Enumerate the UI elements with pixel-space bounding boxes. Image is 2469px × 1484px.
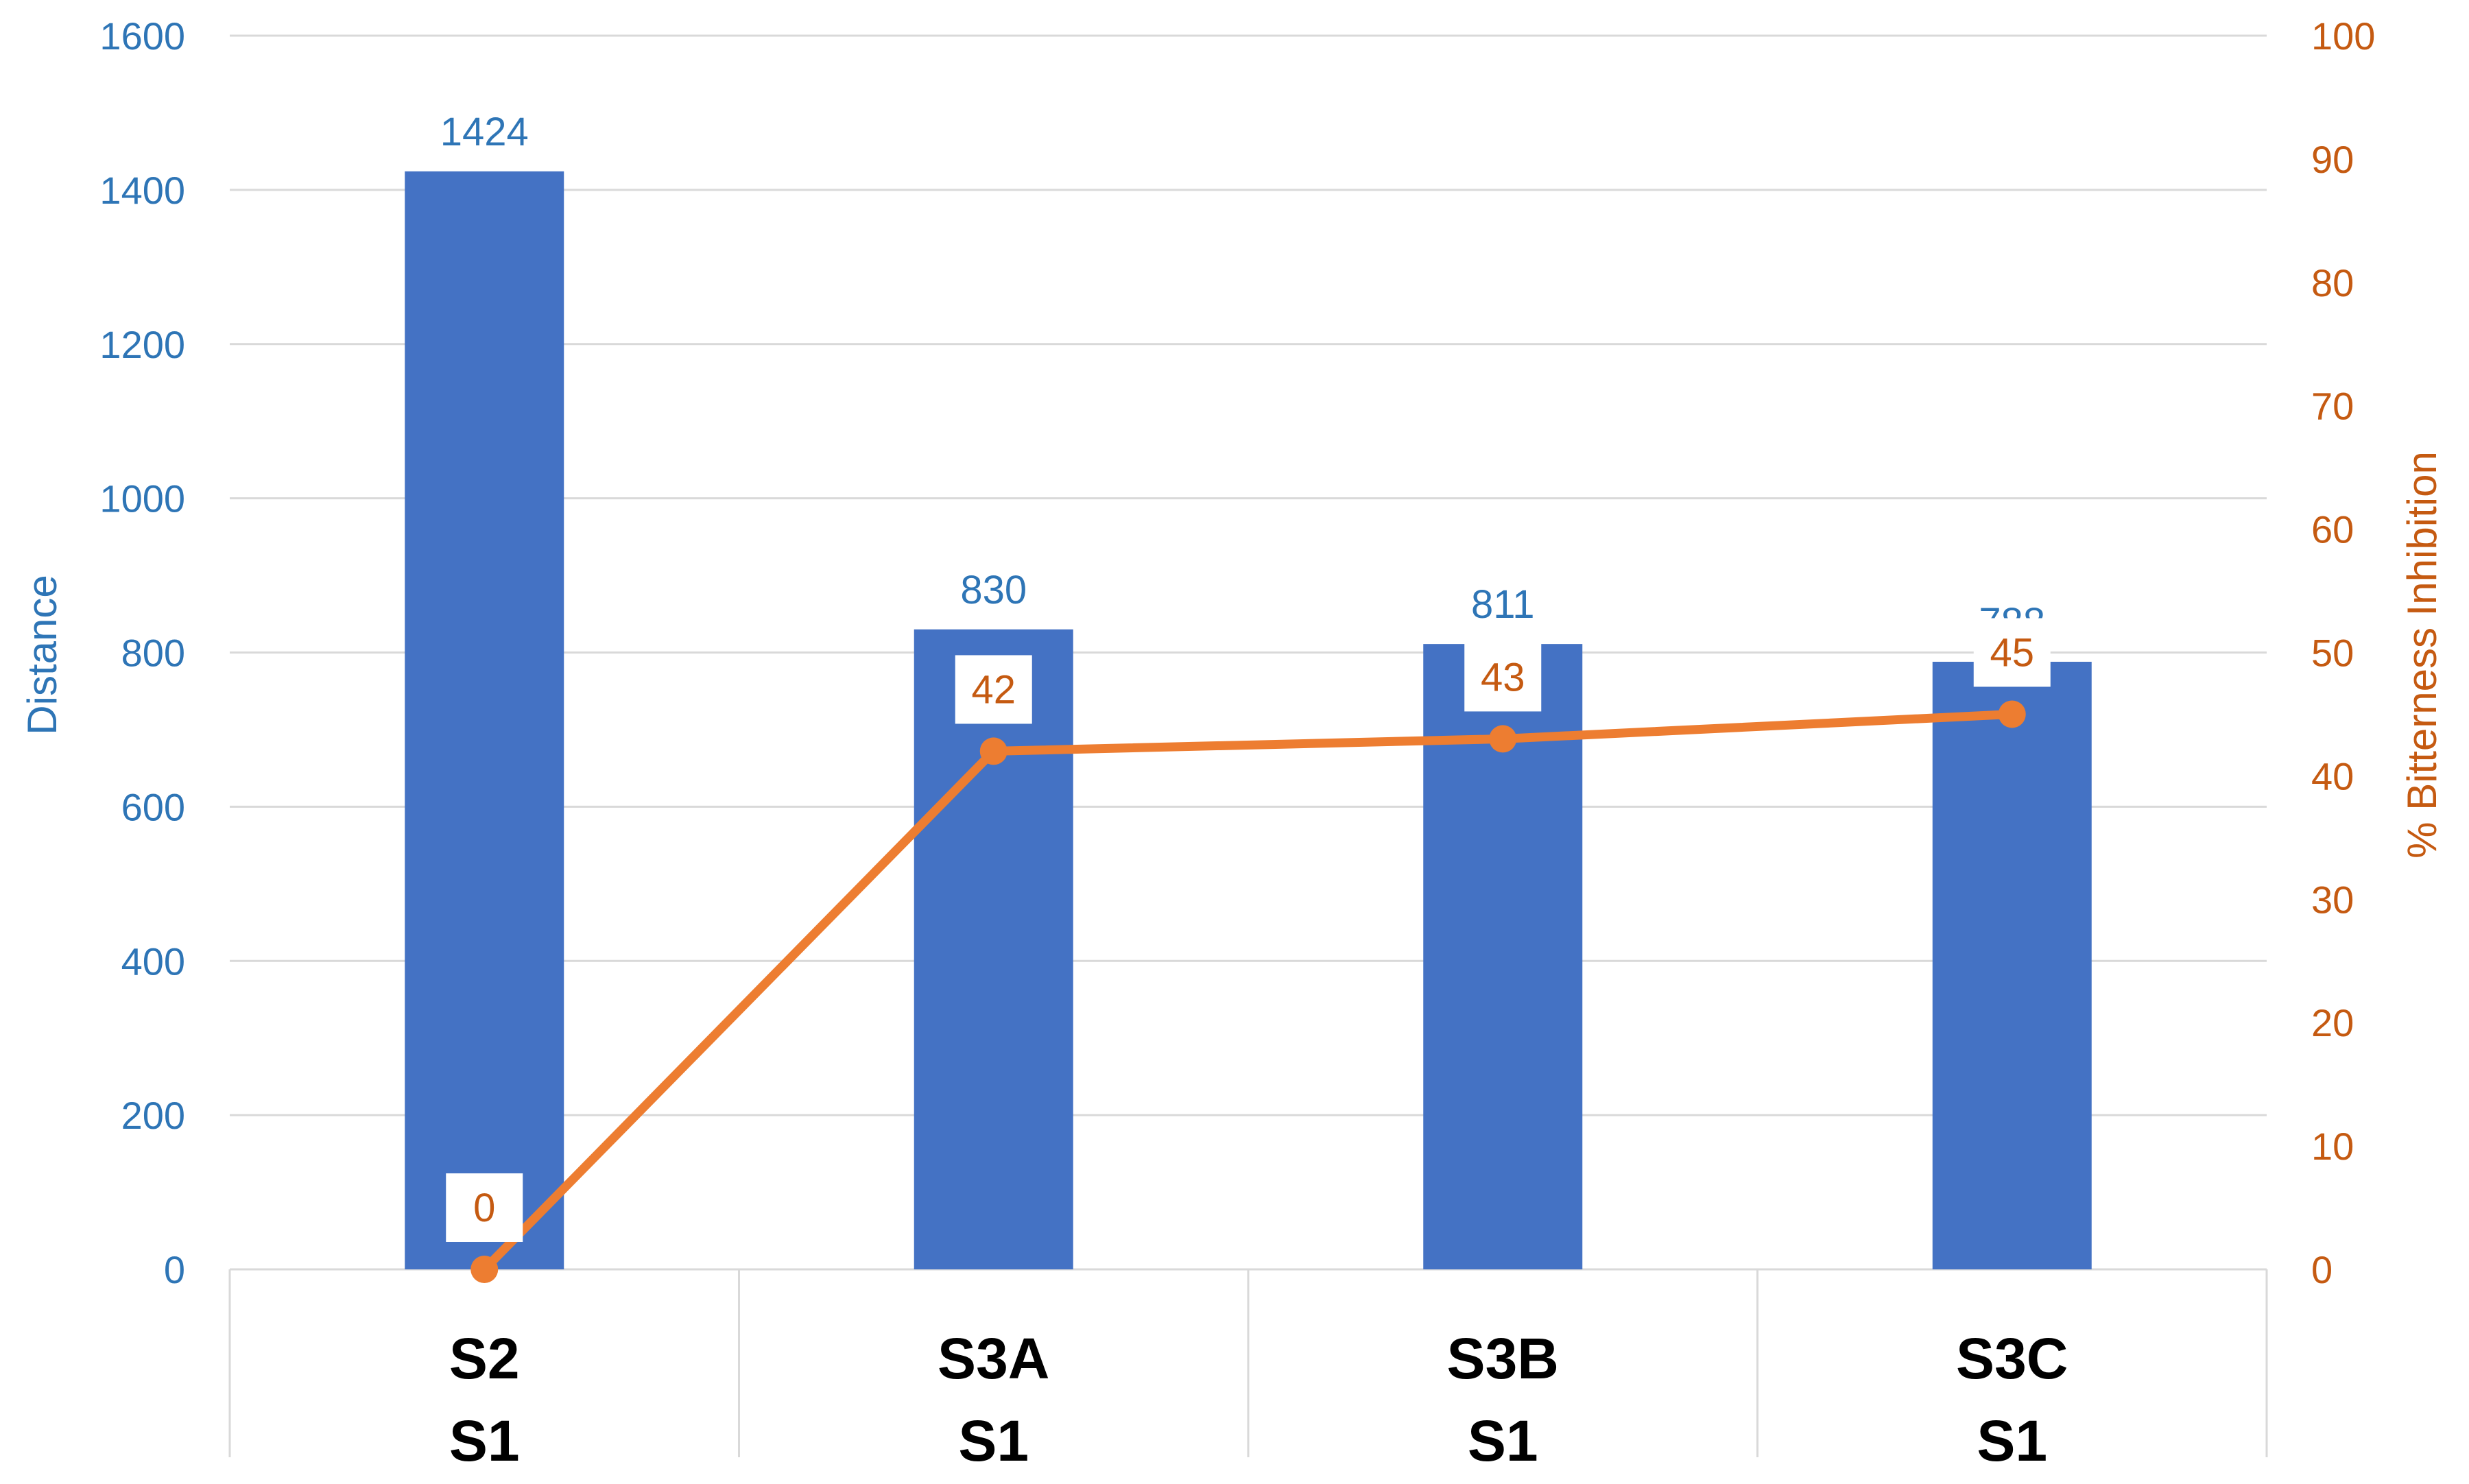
- left-tick-label: 1000: [99, 477, 185, 520]
- bar-s3c: [1932, 661, 2092, 1269]
- bitterness-point: [1489, 725, 1517, 753]
- right-tick-label: 100: [2311, 14, 2375, 58]
- right-tick-label: 40: [2311, 754, 2354, 798]
- line-series: [470, 700, 2026, 1283]
- bitterness-point: [1998, 700, 2026, 728]
- right-tick-label: 80: [2311, 261, 2354, 304]
- bitterness-point: [979, 737, 1007, 765]
- left-tick-label: 1200: [99, 323, 185, 366]
- right-tick-label: 20: [2311, 1001, 2354, 1044]
- left-tick-label: 600: [121, 785, 185, 828]
- right-tick-label: 10: [2311, 1125, 2354, 1168]
- bitterness-point: [470, 1256, 499, 1283]
- left-tick-label: 400: [121, 940, 185, 983]
- category-label: S3B: [1447, 1326, 1559, 1391]
- bar-value-label: 830: [960, 568, 1027, 612]
- right-tick-label: 50: [2311, 632, 2354, 675]
- right-tick-label: 90: [2311, 138, 2354, 181]
- line-label-box: [1464, 643, 1542, 712]
- right-tick-label: 60: [2311, 508, 2354, 551]
- line-value-label: 0: [473, 1186, 495, 1230]
- left-tick-label: 800: [121, 632, 185, 675]
- right-tick-label: 70: [2311, 385, 2354, 428]
- right-tick-label: 30: [2311, 878, 2354, 921]
- category-frame: [228, 1268, 2268, 1457]
- category-label: S2: [449, 1326, 520, 1391]
- line-label-box: [446, 1173, 523, 1242]
- bitterness-line: [481, 709, 2013, 1273]
- category-label: S3A: [938, 1326, 1049, 1391]
- bar-value-label: 811: [1471, 582, 1534, 627]
- right-axis-title: % Bitterness Inhibition: [2399, 451, 2445, 859]
- category-label: S1: [449, 1409, 520, 1473]
- line-value-label: 42: [971, 667, 1016, 712]
- category-label: S1: [1977, 1409, 2047, 1473]
- left-axis-title: Distance: [19, 575, 65, 734]
- category-label: S3C: [1956, 1326, 2068, 1391]
- bar-value-label: 1424: [440, 110, 529, 154]
- line-value-label: 45: [1990, 630, 2034, 675]
- category-label: S1: [958, 1409, 1029, 1473]
- bar-s3a: [914, 629, 1073, 1269]
- category-label: S1: [1468, 1409, 1538, 1473]
- right-tick-label: 0: [2311, 1248, 2333, 1291]
- gridlines: [230, 34, 2267, 1116]
- data-labels: 14248308117880424345: [440, 110, 2051, 1242]
- left-tick-label: 1600: [99, 14, 185, 58]
- line-value-label: 43: [1481, 655, 1525, 699]
- line-label-box: [955, 655, 1032, 724]
- axes: 0200400600800100012001400160001020304050…: [19, 14, 2445, 1473]
- left-tick-label: 1400: [99, 169, 185, 212]
- line-label-box: [1973, 618, 2051, 687]
- bar-series: [405, 171, 2092, 1269]
- bar-s2: [405, 171, 564, 1269]
- left-tick-label: 0: [164, 1248, 185, 1291]
- left-tick-label: 200: [121, 1094, 185, 1137]
